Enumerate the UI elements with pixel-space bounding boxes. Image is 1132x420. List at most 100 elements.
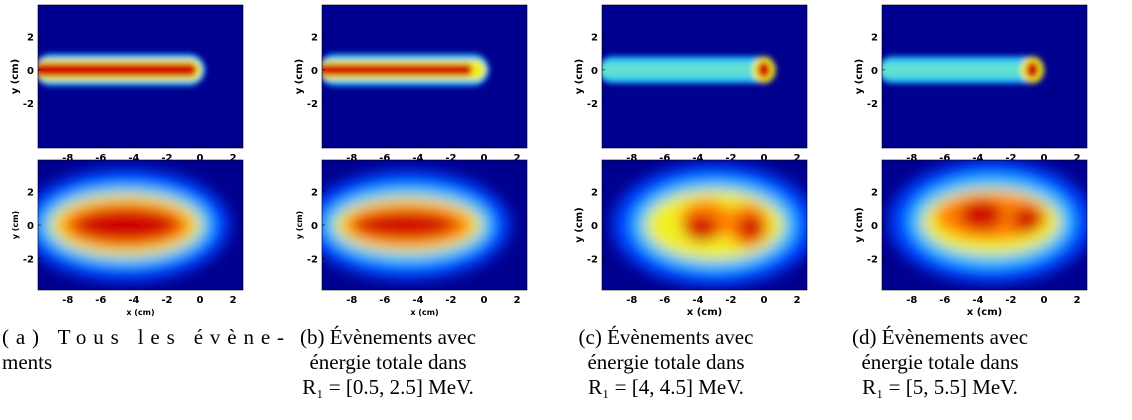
x-tick-label: 2 xyxy=(514,153,521,164)
y-tick-label: -2 xyxy=(867,99,878,110)
frame xyxy=(601,4,808,149)
y-tick-label: -2 xyxy=(23,254,34,265)
caption-line: (b) Évènements avec xyxy=(300,325,476,349)
x-axis-label: x (cm) xyxy=(410,308,438,317)
x-axis-label: x (cm) xyxy=(126,308,154,317)
frame xyxy=(321,4,528,149)
plot-area xyxy=(38,160,243,290)
x-tick-label: -6 xyxy=(939,153,950,164)
x-tick-label: -2 xyxy=(725,295,736,306)
y-axis-label: y (cm) xyxy=(854,207,865,243)
plot-area xyxy=(322,5,527,148)
intensity-blob xyxy=(737,215,765,242)
x-tick-label: -4 xyxy=(412,153,423,164)
x-tick-label: -2 xyxy=(161,295,172,306)
x-tick-label: -2 xyxy=(445,153,456,164)
y-tick-label: 2 xyxy=(311,33,318,44)
y-axis-label: y (cm) xyxy=(854,59,865,95)
x-tick-label: -6 xyxy=(659,295,670,306)
caption-line: (d) Évènements avec xyxy=(852,325,1028,349)
y-tick-label: 2 xyxy=(311,188,318,199)
y-tick-label: 0 xyxy=(591,66,598,77)
x-tick-label: 0 xyxy=(197,153,204,164)
plot-area xyxy=(602,160,807,290)
y-tick-label: 2 xyxy=(591,188,598,199)
intensity xyxy=(322,54,489,86)
x-tick-label: -8 xyxy=(626,295,637,306)
y-axis-label: y (cm) xyxy=(574,207,585,243)
x-tick-label: -6 xyxy=(659,153,670,164)
y-tick-label: 2 xyxy=(27,33,34,44)
x-tick-label: -6 xyxy=(95,295,106,306)
y-tick-label: 2 xyxy=(871,188,878,199)
x-tick-label: 0 xyxy=(761,153,768,164)
caption-line: énergie totale dans xyxy=(587,350,744,374)
x-tick-label: 0 xyxy=(1041,295,1048,306)
intensity-blob xyxy=(1025,61,1040,79)
plot-area xyxy=(322,160,527,290)
x-tick-label: 0 xyxy=(481,295,488,306)
x-tick-label: 2 xyxy=(794,295,801,306)
caption-line: R₁ = [0.5, 2.5] MeV. xyxy=(302,375,474,399)
y-tick-label: 0 xyxy=(311,66,318,77)
x-tick-label: -2 xyxy=(1005,295,1016,306)
intensity xyxy=(38,54,205,86)
x-tick-label: -8 xyxy=(906,153,917,164)
x-tick-label: 0 xyxy=(481,153,488,164)
y-tick-label: 0 xyxy=(871,221,878,232)
y-tick-label: 0 xyxy=(591,221,598,232)
x-tick-label: -2 xyxy=(725,153,736,164)
x-tick-label: -4 xyxy=(128,153,139,164)
intensity xyxy=(602,56,776,84)
intensity-blob xyxy=(959,200,1003,230)
caption-line: (c) Évènements avec xyxy=(579,325,754,349)
plot-area xyxy=(602,5,807,148)
caption-line: énergie totale dans xyxy=(861,350,1018,374)
x-tick-label: 0 xyxy=(1041,153,1048,164)
x-tick-label: -8 xyxy=(62,295,73,306)
x-tick-label: -8 xyxy=(62,153,73,164)
plot-area xyxy=(882,160,1087,290)
x-tick-label: 0 xyxy=(197,295,204,306)
intensity xyxy=(38,168,230,282)
intensity-blob xyxy=(1012,206,1043,234)
intensity-band xyxy=(882,62,1035,78)
intensity-blob xyxy=(353,211,456,239)
x-tick-label: 2 xyxy=(514,295,521,306)
y-tick-label: -2 xyxy=(867,254,878,265)
x-tick-label: -6 xyxy=(95,153,106,164)
x-tick-label: 2 xyxy=(230,153,237,164)
x-tick-label: -4 xyxy=(412,295,423,306)
y-tick-label: 2 xyxy=(27,188,34,199)
x-tick-label: -4 xyxy=(128,295,139,306)
x-tick-label: 2 xyxy=(794,153,801,164)
x-axis-label: x (cm) xyxy=(967,307,1002,318)
frame xyxy=(881,4,1088,149)
x-tick-label: 2 xyxy=(230,295,237,306)
intensity xyxy=(888,160,1087,284)
intensity-blob xyxy=(757,61,771,79)
y-tick-label: 2 xyxy=(591,33,598,44)
plot-area xyxy=(882,5,1087,148)
x-axis-label: x (cm) xyxy=(687,307,722,318)
intensity-band xyxy=(602,62,765,78)
y-axis-label: y (cm) xyxy=(574,59,585,95)
y-axis-label: y (cm) xyxy=(11,211,20,239)
y-tick-label: -2 xyxy=(587,99,598,110)
x-tick-label: -2 xyxy=(1005,153,1016,164)
y-tick-label: -2 xyxy=(23,99,34,110)
x-tick-label: -6 xyxy=(939,295,950,306)
y-tick-label: -2 xyxy=(307,99,318,110)
y-tick-label: 2 xyxy=(871,33,878,44)
x-tick-label: -8 xyxy=(346,295,357,306)
x-tick-label: -6 xyxy=(379,295,390,306)
x-tick-label: -4 xyxy=(972,295,983,306)
y-axis-label: y (cm) xyxy=(295,211,304,239)
